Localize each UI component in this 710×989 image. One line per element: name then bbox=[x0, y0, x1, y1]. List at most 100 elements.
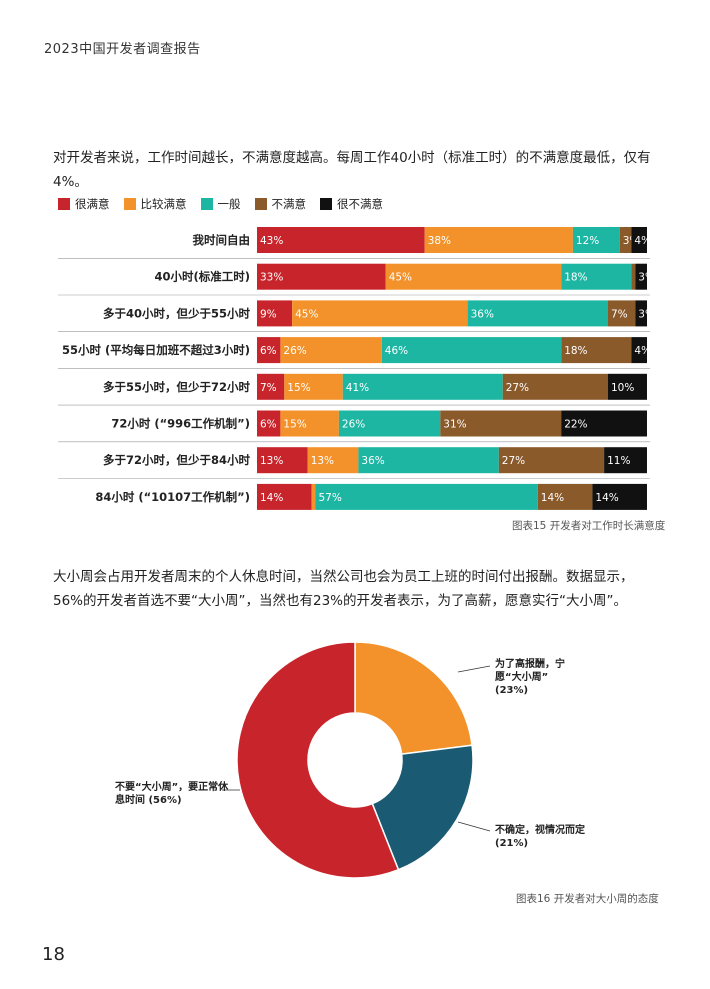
category-label: 40小时(标准工时) bbox=[154, 270, 250, 284]
bar-segment bbox=[257, 447, 308, 474]
bar-segment bbox=[608, 373, 647, 400]
data-label: 3% bbox=[638, 272, 655, 284]
data-label: 4% bbox=[634, 345, 651, 357]
bar-segment bbox=[561, 263, 632, 290]
category-label: 多于40小时，但少于55小时 bbox=[103, 306, 251, 320]
bar-segment bbox=[280, 337, 382, 364]
bar-segment bbox=[635, 300, 647, 327]
bar-segment bbox=[284, 373, 343, 400]
category-label: 我时间自由 bbox=[193, 233, 251, 247]
data-label: 7% bbox=[611, 308, 628, 320]
bar-segment bbox=[631, 337, 647, 364]
category-label: 72小时 (“996工作机制”) bbox=[111, 417, 250, 431]
data-label: 13% bbox=[311, 455, 334, 467]
bar-segment bbox=[467, 300, 608, 327]
data-label: 13% bbox=[260, 455, 283, 467]
bar-segment bbox=[307, 447, 359, 474]
legend-item: 不满意 bbox=[254, 196, 307, 212]
data-label: 36% bbox=[471, 308, 494, 320]
data-label: 6% bbox=[260, 419, 277, 431]
legend-swatch bbox=[123, 198, 136, 210]
legend-item: 很满意 bbox=[58, 196, 110, 212]
pie-slice bbox=[354, 641, 473, 755]
bar-segment bbox=[604, 447, 647, 474]
legend-item: 很不满意 bbox=[320, 196, 383, 212]
bar-segment bbox=[257, 300, 293, 327]
bar-segment bbox=[502, 373, 608, 400]
data-label: 45% bbox=[295, 308, 318, 320]
data-label: 7% bbox=[260, 382, 277, 394]
page-number: 18 bbox=[42, 944, 65, 965]
legend-swatch bbox=[58, 198, 70, 210]
data-label: 38% bbox=[428, 235, 451, 247]
bar-segment bbox=[280, 410, 339, 437]
data-label: 43% bbox=[260, 235, 283, 247]
data-label: 3% bbox=[638, 308, 655, 320]
pie-slice bbox=[371, 744, 474, 871]
data-label: 45% bbox=[389, 272, 412, 284]
bar-segment bbox=[315, 483, 538, 510]
data-label: 57% bbox=[319, 492, 342, 504]
data-label: 27% bbox=[502, 455, 525, 467]
bar-segment bbox=[292, 300, 468, 327]
data-label: 46% bbox=[385, 345, 408, 357]
data-label: 18% bbox=[564, 345, 587, 357]
legend-swatch bbox=[320, 198, 332, 210]
bar-segment bbox=[619, 227, 632, 253]
legend-label: 不满意 bbox=[271, 197, 307, 211]
legend-label: 一般 bbox=[217, 197, 241, 211]
chart-legend: 很满意 比较满意 一般 不满意 很不满意 bbox=[58, 196, 383, 212]
bar-segment bbox=[311, 483, 316, 510]
legend-label: 很不满意 bbox=[337, 197, 383, 211]
category-label: 84小时 (“10107工作机制”) bbox=[95, 490, 250, 504]
data-label: 22% bbox=[564, 419, 587, 431]
bar-segment bbox=[498, 447, 605, 474]
data-label: 4% bbox=[634, 235, 651, 247]
data-label: 27% bbox=[506, 382, 529, 394]
legend-label: 很满意 bbox=[75, 197, 110, 211]
data-label: 14% bbox=[541, 492, 564, 504]
bar-segment bbox=[635, 263, 647, 290]
bar-segment bbox=[257, 263, 386, 290]
bar-segment bbox=[592, 483, 647, 510]
bar-segment bbox=[608, 300, 636, 327]
legend-item: 一般 bbox=[200, 196, 241, 212]
bar-segment bbox=[358, 447, 499, 474]
data-label: 31% bbox=[443, 419, 466, 431]
data-label: 14% bbox=[260, 492, 283, 504]
chart-caption: 图表16 开发者对大小周的态度 bbox=[516, 893, 659, 905]
bar-segment bbox=[561, 337, 632, 364]
paragraph-big-small-week: 大小周会占用开发者周末的个人休息时间，当然公司也会为员工上班的时间付出报酬。数据… bbox=[53, 569, 634, 609]
legend-swatch bbox=[200, 198, 213, 210]
bar-segment bbox=[424, 227, 573, 253]
pie-label-uncertain: 不确定，视情况而定 (21%) bbox=[495, 825, 585, 849]
data-label: 15% bbox=[283, 419, 306, 431]
bar-segment bbox=[257, 373, 285, 400]
bar-segment bbox=[257, 337, 281, 364]
bar-segment bbox=[385, 263, 562, 290]
paragraph-work-hours: 对开发者来说，工作时间越长，不满意度越高。每周工作40小时（标准工时）的不满意度… bbox=[53, 150, 651, 190]
bar-segment bbox=[440, 410, 562, 437]
data-label: 9% bbox=[260, 308, 277, 320]
legend-swatch bbox=[254, 198, 267, 210]
chart-caption: 图表15 开发者对工作时长满意度 bbox=[512, 520, 666, 532]
bar-segment bbox=[257, 227, 425, 253]
legend-item: 比较满意 bbox=[123, 196, 187, 212]
bar-segment bbox=[631, 227, 647, 253]
stacked-bar-chart: 我时间自由43%38%12%3%4%40小时(标准工时)33%45%18%1%3… bbox=[58, 227, 655, 510]
data-label: 26% bbox=[283, 345, 306, 357]
bar-segment bbox=[572, 227, 620, 253]
bar-segment bbox=[257, 410, 281, 437]
data-label: 26% bbox=[342, 419, 365, 431]
bar-segment bbox=[537, 483, 593, 510]
bar-segment bbox=[561, 410, 647, 437]
data-label: 14% bbox=[595, 492, 618, 504]
data-label: 36% bbox=[361, 455, 384, 467]
bar-segment bbox=[257, 483, 312, 510]
data-label: 6% bbox=[260, 345, 277, 357]
data-label: 11% bbox=[607, 455, 630, 467]
data-label: 18% bbox=[564, 272, 587, 284]
pie-label-no-big-small-week: 不要“大小周”，要正常休息时间 (56%) bbox=[115, 782, 229, 806]
bar-segment bbox=[631, 263, 636, 290]
data-label: 33% bbox=[260, 272, 283, 284]
